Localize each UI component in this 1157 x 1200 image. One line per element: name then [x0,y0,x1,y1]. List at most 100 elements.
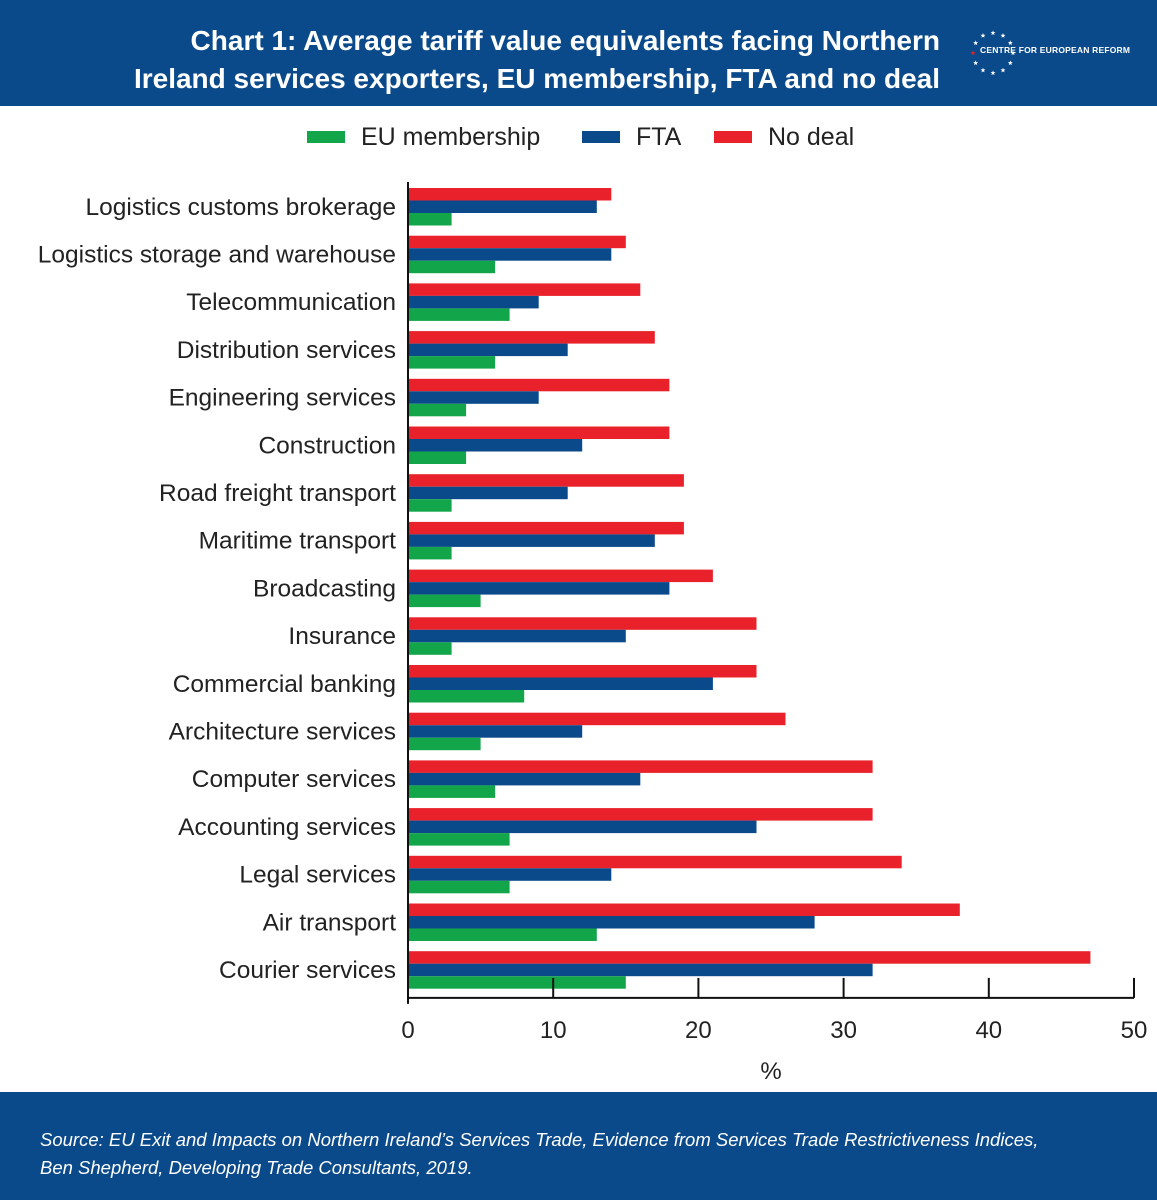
bar-fta [408,629,626,643]
legend-item-fta: FTA [582,120,681,154]
eu-star-icon [1000,33,1006,38]
bar-fta [408,248,612,261]
bar-eu-membership [408,308,510,321]
bar-eu-membership [408,737,481,751]
bar-eu-membership [408,976,626,989]
eu-star-icon [1007,40,1013,46]
bar-fta [408,343,568,357]
eu-star-icon [1000,67,1006,73]
bar-no-deal [408,951,1091,964]
bar-eu-membership [408,451,467,464]
bar-fta [408,677,713,690]
x-tick-label: 20 [685,1017,712,1044]
bar-no-deal [408,283,641,296]
bar-no-deal [408,426,670,439]
bar-fta [408,772,641,786]
category-label: Broadcasting [253,575,396,602]
legend-swatch-eu-membership [307,131,345,143]
bar-fta [408,295,539,309]
eu-star-icon [990,30,996,36]
legend-swatch-no-deal [714,131,752,143]
bar-no-deal [408,808,873,821]
chart-title: Chart 1: Average tariff value equivalent… [40,22,940,98]
chart-title-line-1: Chart 1: Average tariff value equivalent… [190,25,940,56]
legend-swatch-fta [582,131,620,143]
bar-no-deal [408,569,713,583]
chart-header: Chart 1: Average tariff value equivalent… [0,0,1157,106]
category-label: Road freight transport [159,480,396,507]
bar-fta [408,916,815,929]
legend-label-eu-membership: EU membership [361,122,541,151]
x-tick-label: 40 [975,1017,1002,1044]
eu-star-icon [1010,50,1016,56]
bar-no-deal [408,378,670,392]
bar-no-deal [408,235,626,249]
x-tick-label: 30 [830,1017,857,1044]
bar-fta [408,439,583,452]
bar-fta [408,486,568,500]
chart-footer: Source: EU Exit and Impacts on Northern … [0,1092,1157,1200]
eu-star-icon [980,33,986,38]
legend-item-eu-membership: EU membership [307,120,540,154]
category-label: Architecture services [169,719,396,746]
eu-star-icon [973,60,979,66]
category-label: Accounting services [178,814,396,841]
bar-no-deal [408,903,960,916]
bar-no-deal [408,760,873,773]
bar-eu-membership [408,499,452,512]
category-label: Legal services [239,862,396,889]
logo-text: CENTRE FOR EUROPEAN REFORM [980,45,1131,55]
category-label: Logistics storage and warehouse [38,242,396,269]
bar-fta [408,820,757,834]
x-tick-label: 10 [540,1017,567,1044]
source-note: Source: EU Exit and Impacts on Northern … [40,1126,1130,1182]
eu-stars-icon [970,30,1016,76]
bar-eu-membership [408,642,452,655]
bar-fta [408,868,612,881]
bar-no-deal [408,474,684,487]
bar-no-deal [408,617,757,630]
bar-no-deal [408,331,655,344]
eu-star-icon [973,40,979,46]
category-label: Courier services [219,957,396,984]
category-label: Computer services [192,766,396,793]
category-label: Construction [258,432,396,459]
legend-label-fta: FTA [636,122,682,151]
chart-legend: EU membership FTA No deal [0,120,1157,154]
eu-star-icon [980,67,986,73]
chart-title-line-2: Ireland services exporters, EU membershi… [133,63,940,94]
bar-fta [408,391,539,404]
eu-star-icon [1007,60,1013,66]
x-tick-label: 0 [401,1017,414,1044]
bar-fta [408,582,670,595]
category-label: Engineering services [169,385,396,412]
bar-eu-membership [408,546,452,560]
legend-label-no-deal: No deal [768,122,855,151]
bar-no-deal [408,665,757,678]
bar-no-deal [408,855,902,869]
category-label: Commercial banking [173,671,396,698]
bar-eu-membership [408,833,510,846]
bar-eu-membership [408,594,481,608]
x-tick-label: 50 [1121,1017,1148,1044]
bar-eu-membership [408,260,496,274]
bar-eu-membership [408,356,496,369]
legend-item-no-deal: No deal [714,120,854,154]
bar-eu-membership [408,690,525,703]
x-axis-label: % [760,1058,781,1085]
cer-logo: CENTRE FOR EUROPEAN REFORM [966,26,1146,80]
bar-eu-membership [408,213,452,226]
category-label: Maritime transport [199,528,397,555]
bar-eu-membership [408,785,496,798]
bar-chart: Logistics customs brokerage Logistics sto… [38,182,1148,1085]
bar-fta [408,725,583,738]
bar-eu-membership [408,403,467,417]
bar-fta [408,200,597,213]
source-line-1: Source: EU Exit and Impacts on Northern … [40,1129,1039,1150]
category-label: Distribution services [177,337,396,364]
bar-fta [408,534,655,547]
category-label: Logistics customs brokerage [86,194,396,221]
bar-no-deal [408,188,612,201]
category-label: Telecommunication [186,289,396,316]
eu-star-icon [990,70,996,76]
